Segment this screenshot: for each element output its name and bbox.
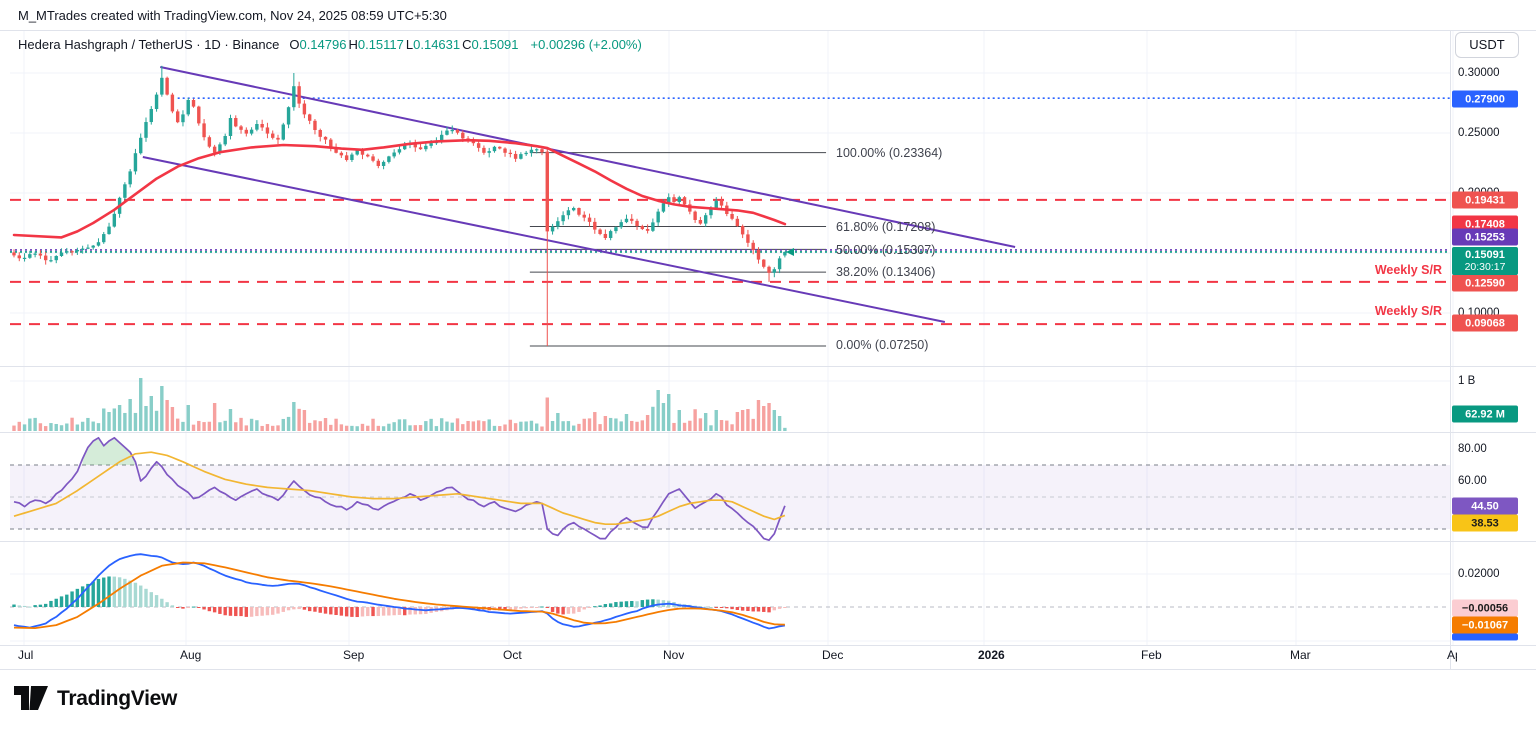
price-axis-tick: 60.00	[1458, 475, 1487, 487]
price-axis-tick: 80.00	[1458, 443, 1487, 455]
price-change: +0.00296 (+2.00%)	[530, 37, 642, 52]
separator-top	[0, 30, 1536, 31]
fib-level-label: 38.20% (0.13406)	[836, 265, 936, 279]
price-axis-border	[1450, 30, 1451, 670]
price-axis-tick: 0.02000	[1458, 568, 1500, 580]
macd-chip: −0.00056	[1452, 599, 1518, 617]
price-level-chip: 0.09068	[1452, 314, 1518, 332]
ohlc-o: O0.14796	[289, 37, 347, 52]
price-axis-tick: 1 B	[1458, 375, 1476, 387]
weekly-sr-label: Weekly S/R	[1374, 263, 1442, 277]
time-axis-label: Mar	[1290, 648, 1311, 662]
rsi-chip: 38.53	[1452, 514, 1518, 532]
price-axis[interactable]	[1450, 30, 1536, 645]
watermark-text: M_MTrades created with TradingView.com, …	[18, 8, 447, 23]
price-axis-tick: 0.25000	[1458, 127, 1500, 139]
price-axis-tick: 0.30000	[1458, 67, 1500, 79]
time-axis-label: Oct	[503, 648, 522, 662]
ohlc-h: H0.15117	[348, 37, 404, 52]
fib-level-label: 0.00% (0.07250)	[836, 338, 929, 352]
last-price-chip: 0.15091 20:30:17	[1452, 247, 1518, 275]
time-axis-label: 2026	[978, 648, 1005, 662]
fib-level-label: 100.00% (0.23364)	[836, 146, 943, 160]
separator-bottom	[0, 669, 1536, 670]
separator-rsi-macd[interactable]	[0, 541, 1536, 542]
price-level-chip: 0.17408	[1452, 215, 1518, 233]
macd-chip	[1452, 633, 1518, 641]
time-axis-label: Jul	[18, 648, 34, 662]
price-level-chip: 0.12590	[1452, 274, 1518, 292]
currency-toggle-button[interactable]: USDT	[1455, 32, 1519, 58]
weekly-sr-label: Weekly S/R	[1374, 304, 1442, 318]
fib-level-label: 50.00% (0.15307)	[836, 243, 936, 257]
separator-price-volume[interactable]	[0, 366, 1536, 367]
tradingview-logo[interactable]: TradingView	[14, 686, 177, 711]
symbol-bar: Hedera Hashgraph / TetherUS · 1D · Binan…	[18, 37, 642, 52]
fib-level-label: 61.80% (0.17208)	[836, 220, 936, 234]
time-axis[interactable]	[0, 646, 1450, 669]
ohlc-l: L0.14631	[405, 37, 461, 52]
separator-volume-rsi[interactable]	[0, 432, 1536, 433]
ohlc-c: C0.15091	[462, 37, 519, 52]
rsi-chip: 44.50	[1452, 497, 1518, 515]
tradingview-logo-text: TradingView	[57, 686, 178, 710]
ohlc-values: O0.14796 H0.15117 L0.14631 C0.15091	[289, 37, 520, 52]
volume-chip: 62.92 M	[1452, 405, 1518, 423]
time-axis-label: Dec	[822, 648, 844, 662]
price-level-chip: 0.27900	[1452, 90, 1518, 108]
price-level-chip: 0.15253	[1452, 228, 1518, 246]
time-axis-label: Aug	[180, 648, 202, 662]
separator-time-axis	[0, 645, 1536, 646]
macd-chip: −0.01067	[1452, 616, 1518, 634]
time-axis-label: Apr	[1447, 648, 1457, 662]
price-level-chip: 0.19431	[1452, 191, 1518, 209]
time-axis-label: Sep	[343, 648, 365, 662]
time-axis-label: Nov	[663, 648, 685, 662]
time-axis-label: Feb	[1141, 648, 1162, 662]
tradingview-logo-icon	[14, 686, 48, 710]
symbol-title[interactable]: Hedera Hashgraph / TetherUS · 1D · Binan…	[18, 37, 280, 52]
